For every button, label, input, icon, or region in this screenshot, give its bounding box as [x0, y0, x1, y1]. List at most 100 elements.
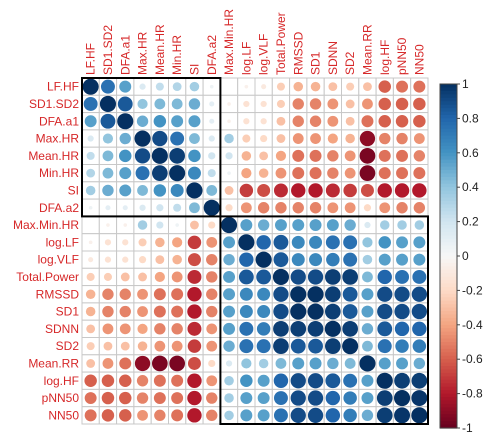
column-label-pNN50: pNN50	[395, 37, 409, 75]
color-legend-tick-label: 1	[462, 77, 469, 91]
correlation-circle-RMSSD-NN50	[411, 286, 427, 302]
color-legend-band	[440, 183, 457, 188]
correlation-circle-Mean.RR-SDNN	[327, 357, 339, 370]
correlation-circle-NN50-Mean.RR	[361, 409, 374, 422]
correlation-circle-Mean.RR-Max.Min.HR	[225, 360, 233, 367]
correlation-circle-Max.HR-log.VLF	[260, 134, 268, 143]
correlation-circle-log.LF-SD2	[343, 235, 358, 250]
correlation-circle-SD2-Total.Power	[273, 338, 289, 354]
color-legend-band	[440, 101, 457, 106]
correlation-circle-Max.HR-Mean.HR	[152, 130, 168, 147]
color-legend-tick-label: -1	[462, 421, 473, 435]
color-legend-band	[440, 149, 457, 154]
correlation-circle-DFA.a1-log.VLF	[260, 118, 267, 125]
correlation-circle-SDNN-DFA.a2	[206, 323, 218, 335]
column-label-SD1: SD1	[309, 51, 323, 75]
column-label-SD1.SD2: SD1.SD2	[101, 25, 115, 75]
correlation-circle-Max.HR-Total.Power	[276, 134, 286, 143]
correlation-circle-Max.Min.HR-Mean.HR	[156, 221, 164, 229]
color-legend-band	[440, 331, 457, 336]
correlation-circle-DFA.a1-SD1	[309, 115, 322, 127]
color-legend-band	[440, 197, 457, 202]
row-label-SD1: SD1	[56, 305, 80, 319]
row-label-SD1.SD2: SD1.SD2	[29, 97, 79, 111]
correlation-circle-Min.HR-log.LF	[241, 168, 252, 179]
row-label-RMSSD: RMSSD	[36, 287, 80, 301]
correlation-circle-SD1.SD2-LF.HF	[83, 96, 98, 111]
row-label-log.VLF: log.VLF	[38, 253, 79, 267]
correlation-circle-log.HF-SD1.SD2	[101, 374, 115, 387]
correlation-circle-LF.HF-SI	[189, 81, 200, 92]
correlation-circle-pNN50-Max.HR	[136, 392, 149, 404]
correlation-circle-pNN50-SDNN	[325, 390, 341, 406]
correlation-circle-DFA.a1-SI	[188, 115, 201, 128]
correlation-circle-SD2-DFA.a1	[120, 341, 130, 351]
color-legend-tick-label: 0.8	[462, 111, 479, 125]
correlation-circle-log.HF-pNN50	[394, 372, 410, 389]
correlation-circle-NN50-pNN50	[394, 407, 411, 424]
correlation-circle-RMSSD-RMSSD	[290, 286, 307, 303]
cluster-boxes	[81, 77, 429, 425]
column-label-log.LF: log.LF	[239, 42, 253, 75]
correlation-circle-Max.HR-SD1.SD2	[102, 133, 114, 144]
correlation-circle-RMSSD-SD1.SD2	[102, 288, 114, 300]
color-legend-tick-label: 0.6	[462, 146, 479, 160]
correlation-circle-DFA.a2-Min.HR	[173, 203, 182, 212]
correlation-circle-pNN50-SD1	[307, 390, 324, 406]
column-label-Max.Min.HR: Max.Min.HR	[222, 9, 236, 75]
correlation-circle-Max.HR-Min.HR	[170, 131, 185, 146]
correlation-circle-SD2-Mean.RR	[362, 340, 373, 352]
correlation-circle-SD2-LF.HF	[86, 342, 95, 351]
correlation-circle-SDNN-DFA.a1	[119, 323, 131, 335]
correlation-circle-Mean.RR-DFA.a2	[208, 359, 216, 368]
row-label-DFA.a1: DFA.a1	[39, 114, 79, 128]
correlation-circle-RMSSD-pNN50	[394, 286, 410, 302]
correlation-circle-log.VLF-log.VLF	[255, 251, 272, 268]
correlation-circle-DFA.a1-DFA.a1	[117, 113, 134, 130]
color-legend-band	[440, 121, 457, 126]
correlation-circle-pNN50-log.VLF	[257, 392, 270, 405]
color-legend-band	[440, 163, 457, 168]
color-legend-band	[440, 276, 457, 281]
correlation-circle-DFA.a2-log.VLF	[257, 202, 270, 214]
correlation-circle-log.VLF-NN50	[413, 253, 426, 266]
correlation-circle-log.LF-Total.Power	[273, 234, 289, 250]
column-label-log.HF: log.HF	[378, 40, 392, 75]
correlation-circle-NN50-Min.HR	[171, 409, 184, 422]
correlation-circle-DFA.a1-log.LF	[243, 118, 250, 125]
correlation-circle-Min.HR-log.HF	[378, 167, 391, 180]
correlation-circle-Min.HR-RMSSD	[292, 167, 305, 180]
correlation-circle-Max.Min.HR-SD1.SD2	[106, 223, 110, 227]
color-legend-band	[440, 324, 457, 329]
correlation-circle-pNN50-Mean.HR	[153, 392, 166, 405]
color-legend-band	[440, 87, 457, 92]
correlation-circle-Max.HR-Mean.RR	[359, 130, 376, 147]
color-legend-band	[440, 118, 457, 123]
correlation-circle-Min.HR-SD1	[309, 167, 322, 180]
correlation-circle-SD1-DFA.a1	[119, 305, 131, 318]
color-legend-band	[440, 407, 457, 412]
correlation-circle-LF.HF-log.LF	[244, 84, 249, 89]
correlation-circle-Min.HR-SD1.SD2	[102, 167, 114, 179]
correlation-circle-DFA.a2-Max.HR	[139, 204, 146, 211]
correlation-circle-SD1-SD1	[307, 303, 324, 320]
correlation-circle-NN50-SDNN	[325, 408, 341, 423]
color-legend-tick-label: -0.6	[462, 352, 483, 366]
correlation-circle-SD2-Max.HR	[137, 341, 148, 351]
correlation-circle-log.LF-Mean.HR	[155, 237, 165, 248]
correlation-circle-log.VLF-log.HF	[378, 253, 391, 266]
grid-cell	[81, 215, 100, 235]
color-legend-band	[440, 352, 457, 357]
correlation-circle-Max.HR-DFA.a1	[119, 132, 131, 145]
correlation-circle-LF.HF-Max.HR	[139, 83, 146, 90]
correlation-circle-log.VLF-SD1	[309, 253, 323, 267]
color-legend-band	[440, 321, 457, 326]
row-label-Total.Power: Total.Power	[16, 270, 79, 284]
correlation-circle-SD1-SDNN	[325, 303, 341, 320]
correlation-circle-SD2-SI	[187, 339, 202, 353]
correlation-circle-NN50-log.LF	[240, 409, 253, 422]
correlation-circle-RMSSD-Min.HR	[171, 288, 184, 301]
color-legend-band	[440, 194, 457, 199]
correlation-circle-Total.Power-Max.HR	[138, 272, 147, 282]
correlation-circle-SD1.SD2-Min.HR	[171, 98, 183, 110]
